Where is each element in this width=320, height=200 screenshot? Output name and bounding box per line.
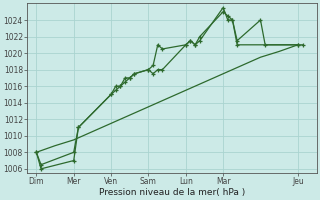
X-axis label: Pression niveau de la mer( hPa ): Pression niveau de la mer( hPa ) xyxy=(99,188,245,197)
